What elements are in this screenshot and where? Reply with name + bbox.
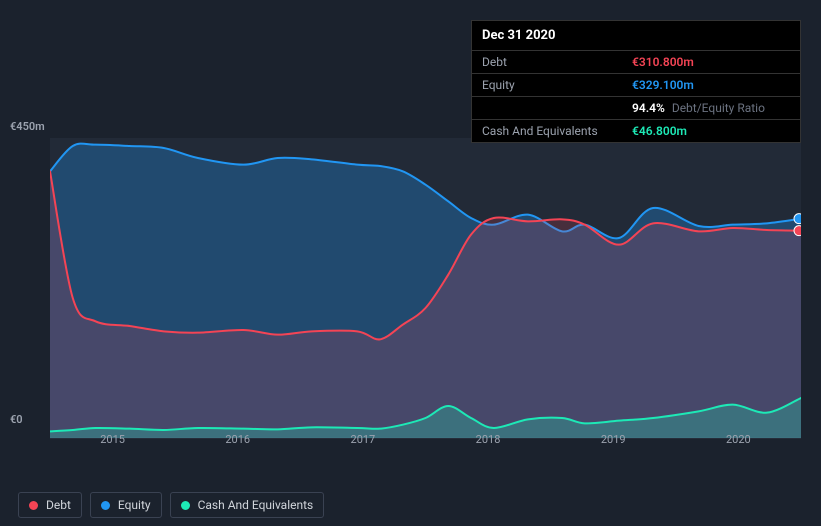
tooltip-row-value: 94.4% Debt/Equity Ratio xyxy=(632,101,765,115)
tooltip-row-value: €46.800m xyxy=(632,124,687,138)
xaxis-label: 2019 xyxy=(601,433,626,446)
xaxis-label: 2015 xyxy=(100,433,125,446)
tooltip-row-sub: Debt/Equity Ratio xyxy=(669,101,765,115)
chart-area: €450m €0 2015 2016 2017 2018 2019 2020 xyxy=(0,120,821,476)
tooltip-row-label xyxy=(482,101,632,115)
legend-swatch xyxy=(101,501,110,510)
tooltip-row: Cash And Equivalents€46.800m xyxy=(472,120,800,142)
tooltip-row-value: €310.800m xyxy=(632,55,694,69)
tooltip-row-label: Cash And Equivalents xyxy=(482,124,632,138)
legend: Debt Equity Cash And Equivalents xyxy=(18,492,324,518)
tooltip-row: 94.4% Debt/Equity Ratio xyxy=(472,97,800,120)
legend-item[interactable]: Equity xyxy=(90,492,162,518)
yaxis-max: €450m xyxy=(10,120,45,133)
tooltip-row-value: €329.100m xyxy=(632,78,694,92)
tooltip-date: Dec 31 2020 xyxy=(472,21,800,51)
legend-swatch xyxy=(29,501,38,510)
xaxis-label: 2018 xyxy=(476,433,501,446)
tooltip-row: Equity€329.100m xyxy=(472,74,800,97)
legend-label: Cash And Equivalents xyxy=(198,498,314,512)
tooltip-row-label: Equity xyxy=(482,78,632,92)
xaxis-label: 2016 xyxy=(225,433,250,446)
line-chart xyxy=(50,138,801,448)
tooltip-row-label: Debt xyxy=(482,55,632,69)
xaxis: 2015 2016 2017 2018 2019 2020 xyxy=(50,433,801,446)
tooltip-panel: Dec 31 2020 Debt€310.800mEquity€329.100m… xyxy=(471,20,801,143)
legend-swatch xyxy=(181,501,190,510)
legend-label: Equity xyxy=(118,498,151,512)
xaxis-label: 2020 xyxy=(726,433,751,446)
legend-label: Debt xyxy=(46,498,71,512)
legend-item[interactable]: Cash And Equivalents xyxy=(170,492,325,518)
legend-item[interactable]: Debt xyxy=(18,492,82,518)
tooltip-row: Debt€310.800m xyxy=(472,51,800,74)
xaxis-label: 2017 xyxy=(351,433,376,446)
yaxis-min: €0 xyxy=(10,413,23,426)
